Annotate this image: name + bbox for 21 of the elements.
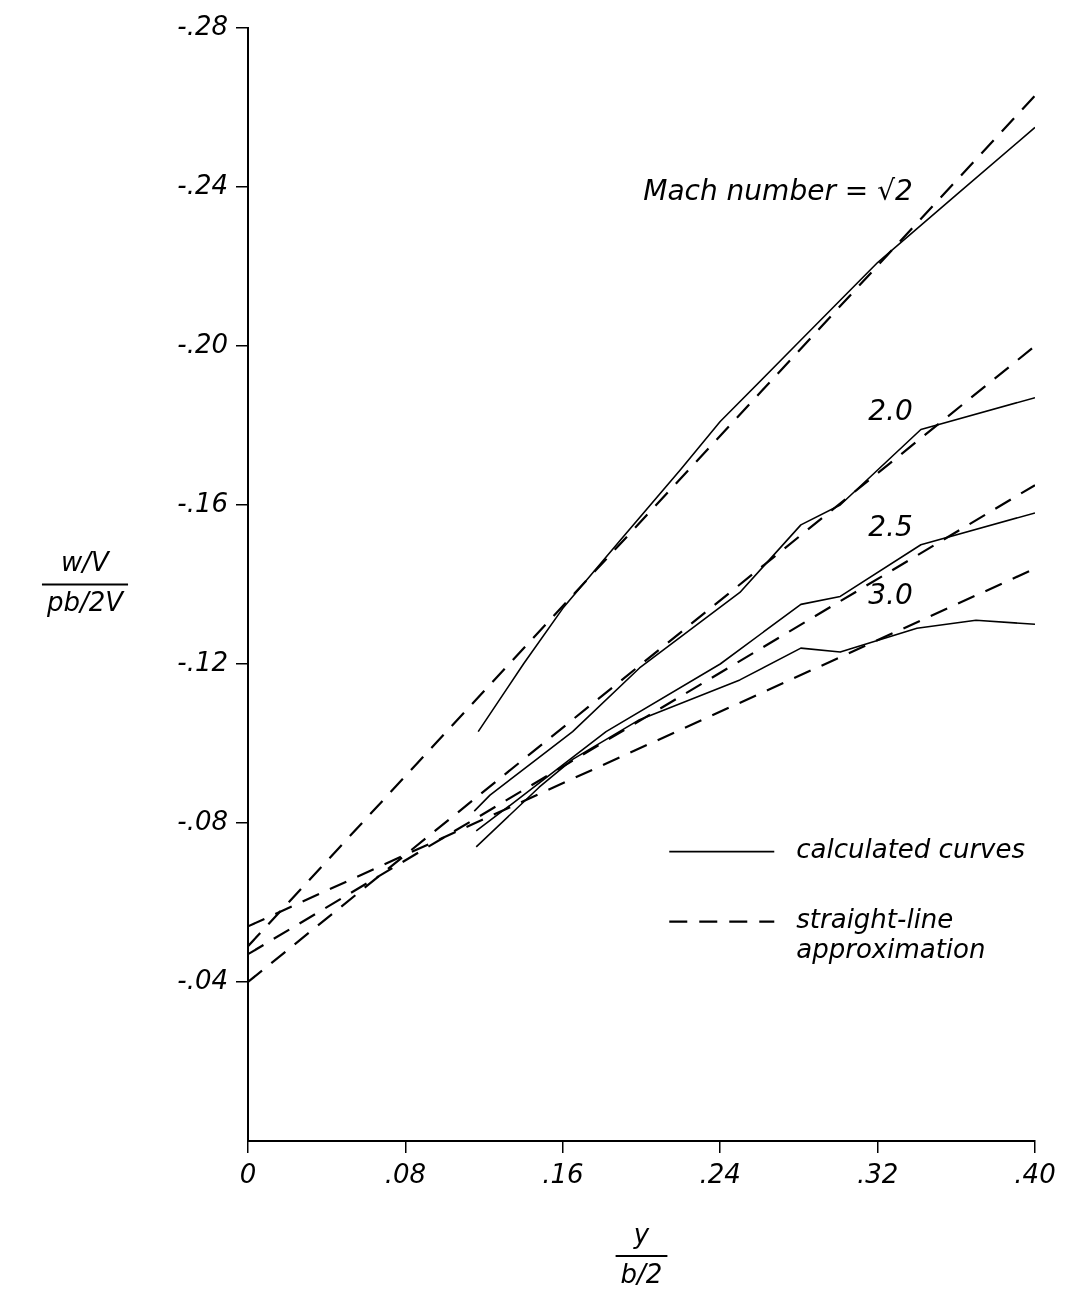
annotation: 2.5 (868, 510, 913, 544)
y-tick-label: -.20 (177, 328, 228, 359)
x-tick-label: .40 (1014, 1159, 1056, 1190)
x-tick-label: .24 (699, 1159, 741, 1190)
y-axis-title: w/V pb/2V (45, 547, 126, 618)
y-tick-label: -.12 (177, 646, 228, 677)
annotation: Mach number = √2 (643, 173, 913, 207)
x-tick-label: 0 (239, 1159, 257, 1190)
y-tick-label: -.16 (177, 487, 228, 518)
y-tick-label: -.24 (177, 169, 228, 200)
x-tick-label: .08 (384, 1159, 427, 1190)
y-tick-label: -.28 (177, 10, 228, 41)
annotation: 2.0 (868, 394, 913, 428)
annotation: 3.0 (868, 577, 913, 611)
y-tick-label: -.04 (177, 964, 228, 995)
legend-label: straight-line approximation (796, 904, 986, 965)
legend-label: calculated curves (796, 834, 1025, 865)
y-tick-label: -.08 (177, 805, 228, 836)
x-axis-title: y b/2 (620, 1218, 663, 1289)
x-tick-label: .16 (542, 1159, 584, 1190)
x-tick-label: .32 (856, 1159, 899, 1190)
